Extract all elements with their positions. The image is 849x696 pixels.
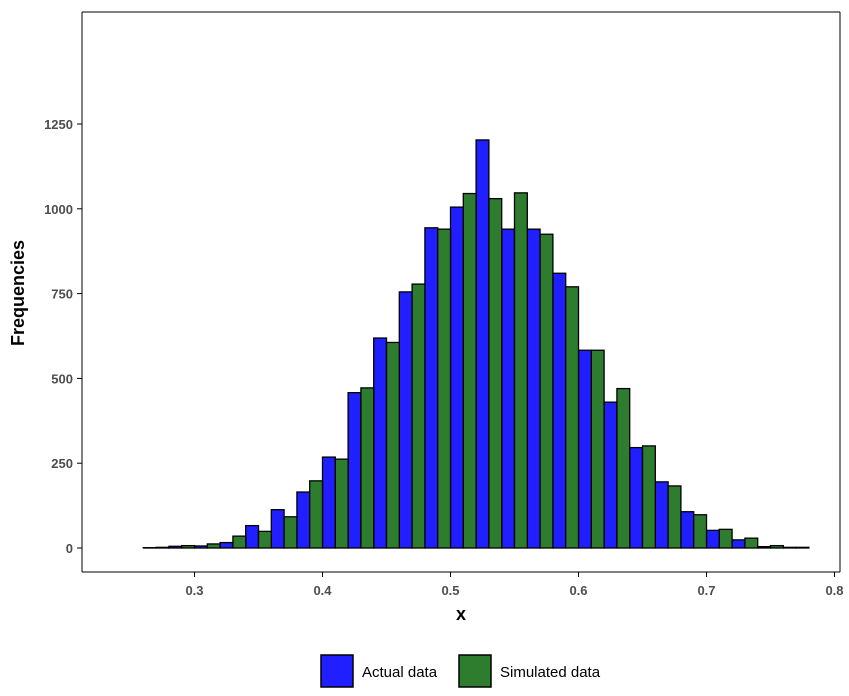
bar-actual-19 bbox=[603, 401, 618, 549]
bar-simulated-12 bbox=[437, 228, 452, 549]
bar-simulated-2 bbox=[181, 544, 196, 549]
bar-actual-25 bbox=[757, 545, 772, 549]
x-tick-label-0: 0.3 bbox=[185, 583, 203, 598]
bar-actual-17 bbox=[552, 272, 567, 549]
bar-actual-11 bbox=[398, 291, 413, 549]
x-tick-label-5: 0.8 bbox=[825, 583, 843, 598]
bar-actual-15 bbox=[501, 228, 516, 549]
bar-actual-2 bbox=[168, 545, 183, 549]
bar-simulated-10 bbox=[385, 341, 400, 549]
x-tick-label-1: 0.4 bbox=[313, 583, 332, 598]
x-axis-title: x bbox=[456, 604, 466, 624]
y-tick-label-1: 250 bbox=[51, 456, 73, 471]
bar-actual-10 bbox=[373, 337, 388, 549]
bar-simulated-14 bbox=[488, 197, 503, 549]
bar-simulated-18 bbox=[590, 349, 605, 549]
bar-simulated-1 bbox=[155, 546, 170, 549]
bar-actual-22 bbox=[680, 511, 695, 549]
x-tick-label-3: 0.6 bbox=[569, 583, 587, 598]
bar-simulated-22 bbox=[693, 514, 708, 549]
legend-label-actual: Actual data bbox=[362, 664, 438, 681]
bar-simulated-19 bbox=[616, 387, 631, 549]
y-tick-label-2: 500 bbox=[51, 371, 73, 386]
bar-simulated-4 bbox=[232, 535, 247, 549]
bar-simulated-3 bbox=[206, 543, 221, 549]
bar-actual-7 bbox=[296, 491, 311, 549]
bar-simulated-26 bbox=[795, 546, 810, 549]
axes-group bbox=[81, 11, 841, 573]
y-axis-title: Frequencies bbox=[8, 240, 28, 346]
bar-actual-8 bbox=[321, 456, 336, 549]
bar-actual-5 bbox=[245, 524, 260, 549]
bar-simulated-15 bbox=[513, 192, 528, 549]
y-tick-label-4: 1000 bbox=[44, 202, 73, 217]
x-tick-label-4: 0.7 bbox=[697, 583, 715, 598]
legend-label-simulated: Simulated data bbox=[500, 664, 601, 681]
bar-simulated-6 bbox=[283, 516, 298, 549]
bar-simulated-5 bbox=[257, 530, 272, 549]
bar-simulated-17 bbox=[565, 286, 580, 549]
bar-simulated-23 bbox=[718, 528, 733, 549]
bar-actual-18 bbox=[577, 349, 592, 549]
y-ticks-group: 0 250 500 750 1000 1250 bbox=[44, 117, 82, 556]
y-tick-label-3: 750 bbox=[51, 287, 73, 302]
bar-actual-13 bbox=[449, 206, 464, 549]
x-ticks-group: 0.3 0.4 0.5 0.6 0.7 0.8 bbox=[185, 572, 844, 598]
legend-key-actual bbox=[320, 654, 354, 688]
bar-simulated-20 bbox=[641, 445, 656, 549]
y-tick-label-5: 1250 bbox=[44, 117, 73, 132]
bar-simulated-9 bbox=[360, 387, 375, 549]
bars-group bbox=[142, 139, 810, 549]
bar-actual-6 bbox=[270, 509, 285, 549]
bar-actual-23 bbox=[705, 529, 720, 549]
bar-actual-20 bbox=[629, 446, 644, 549]
bar-actual-3 bbox=[193, 545, 208, 549]
bar-actual-14 bbox=[475, 139, 490, 549]
bar-actual-9 bbox=[347, 391, 362, 549]
bar-simulated-16 bbox=[539, 233, 554, 549]
x-tick-label-2: 0.5 bbox=[441, 583, 459, 598]
bar-actual-26 bbox=[782, 546, 797, 549]
legend-key-simulated bbox=[458, 654, 492, 688]
bar-simulated-25 bbox=[769, 544, 784, 549]
bar-simulated-24 bbox=[744, 537, 759, 549]
bar-actual-21 bbox=[654, 481, 669, 549]
legend: Actual data Simulated data bbox=[320, 654, 601, 688]
bar-simulated-13 bbox=[462, 192, 477, 549]
bar-actual-12 bbox=[424, 227, 439, 549]
y-tick-label-0: 0 bbox=[66, 541, 73, 556]
bar-simulated-21 bbox=[667, 485, 682, 549]
bar-simulated-8 bbox=[334, 458, 349, 549]
bar-simulated-7 bbox=[309, 480, 324, 549]
bar-simulated-11 bbox=[411, 283, 426, 549]
bar-actual-24 bbox=[731, 539, 746, 549]
bar-actual-4 bbox=[219, 541, 234, 549]
bar-actual-16 bbox=[526, 228, 541, 549]
